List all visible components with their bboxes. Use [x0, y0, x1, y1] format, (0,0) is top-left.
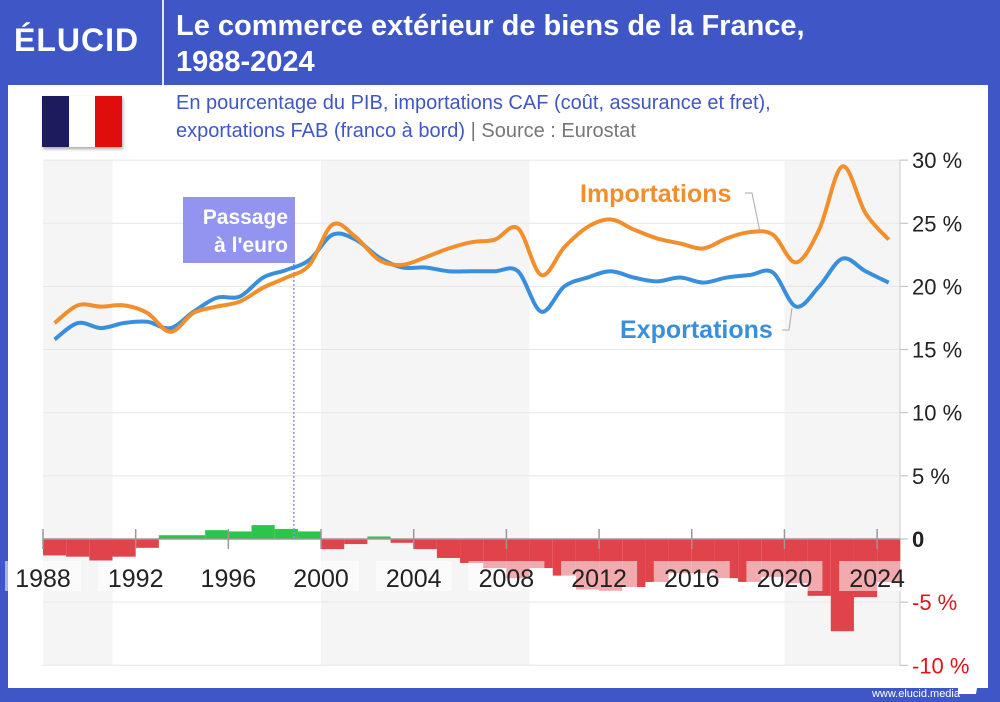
- y-tick-label: 5 %: [912, 464, 950, 489]
- elucid-arrow-icon: [958, 682, 978, 694]
- y-tick-label: 10 %: [912, 401, 962, 426]
- subtitle: En pourcentage du PIB, importations CAF …: [176, 89, 771, 145]
- y-tick-label: 0: [912, 527, 924, 552]
- balance-bar-1990: [89, 539, 113, 561]
- title-line-1: Le commerce extérieur de biens de la Fra…: [176, 10, 805, 42]
- x-tick-label-bg: [653, 561, 730, 591]
- balance-bar-1989: [66, 539, 90, 557]
- balance-bar-1991: [112, 539, 136, 557]
- source-text: Source : Eurostat: [481, 120, 636, 142]
- balance-bar-1997: [251, 525, 275, 539]
- balance-bar-2005: [436, 539, 461, 558]
- subtitle-line-2-text: exportations FAB (franco à bord): [176, 120, 466, 142]
- balance-bar-1988: [43, 539, 67, 556]
- x-tick-label: 2020: [757, 565, 813, 593]
- imports-label: Importations: [580, 180, 731, 208]
- balance-bar-2007: [483, 539, 507, 569]
- title-line-2: 1988-2024: [176, 46, 315, 78]
- elucid-logo: ÉLUCID: [14, 22, 140, 58]
- balance-bar-2009: [529, 539, 553, 569]
- balance-bar-1994: [182, 535, 206, 539]
- x-tick-label: 2016: [664, 565, 720, 593]
- x-tick-label-bg: [561, 561, 638, 591]
- balance-bar-1993: [158, 535, 183, 539]
- x-tick-label-bg: [283, 561, 360, 591]
- x-tick-label-bg: [190, 561, 267, 591]
- france-flag-icon: [42, 96, 123, 147]
- x-tick-label-bg: [375, 561, 452, 591]
- page-title: Le commerce extérieur de biens de la Fra…: [176, 8, 805, 80]
- balance-bar-2004: [413, 539, 437, 550]
- x-tick-label-bg: [468, 561, 545, 591]
- imports-leader-line: [745, 192, 761, 233]
- x-tick-label: 1992: [108, 565, 164, 593]
- balance-bar-2003: [390, 539, 414, 543]
- euro-annotation-line-1: Passage: [203, 206, 288, 229]
- balance-bar-2001: [344, 539, 368, 545]
- x-tick-label-bg: [746, 561, 823, 591]
- exports-leader-line: [782, 307, 793, 331]
- x-tick-label: 1996: [201, 565, 257, 593]
- balance-bar-2006: [460, 539, 484, 563]
- y-tick-label: 30 %: [912, 148, 962, 173]
- x-tick-label: 1988: [15, 565, 71, 593]
- euro-annotation-line-2: à l'euro: [214, 234, 288, 257]
- x-tick-label-bg: [839, 561, 916, 591]
- imports-line: [53, 164, 891, 334]
- x-tick-label-bg: [97, 561, 174, 591]
- balance-bar-2000: [321, 539, 345, 550]
- x-tick-label: 2008: [479, 565, 535, 593]
- balance-bar-1995: [205, 530, 229, 539]
- x-tick-label-bg: [5, 561, 81, 591]
- footer-url[interactable]: www.elucid.media: [871, 688, 960, 700]
- balance-bar-2002: [367, 536, 391, 539]
- x-tick-label: 2004: [386, 565, 442, 593]
- y-tick-label: 20 %: [912, 274, 962, 299]
- balance-bar-1998: [274, 528, 298, 539]
- flag-red-stripe: [95, 96, 123, 147]
- balance-bar-1992: [135, 539, 159, 548]
- x-tick-label: 2024: [849, 565, 905, 593]
- x-tick-label: 2000: [293, 565, 349, 593]
- exports-label: Exportations: [620, 316, 773, 344]
- header-divider: [162, 0, 164, 85]
- y-tick-label: -10 %: [912, 653, 969, 678]
- y-tick-label: 25 %: [912, 211, 962, 236]
- y-tick-label: -5 %: [912, 590, 957, 615]
- flag-white-stripe: [68, 96, 96, 147]
- flag-blue-stripe: [42, 96, 69, 147]
- separator: |: [470, 120, 476, 142]
- euro-annotation-box: [183, 197, 295, 263]
- subtitle-line-2: exportations FAB (franco à bord) | Sourc…: [176, 117, 771, 145]
- y-tick-label: 15 %: [912, 338, 962, 363]
- balance-bar-1996: [228, 531, 252, 539]
- x-tick-label: 2012: [571, 565, 627, 593]
- subtitle-line-1: En pourcentage du PIB, importations CAF …: [176, 92, 771, 114]
- balance-bar-1999: [297, 531, 322, 539]
